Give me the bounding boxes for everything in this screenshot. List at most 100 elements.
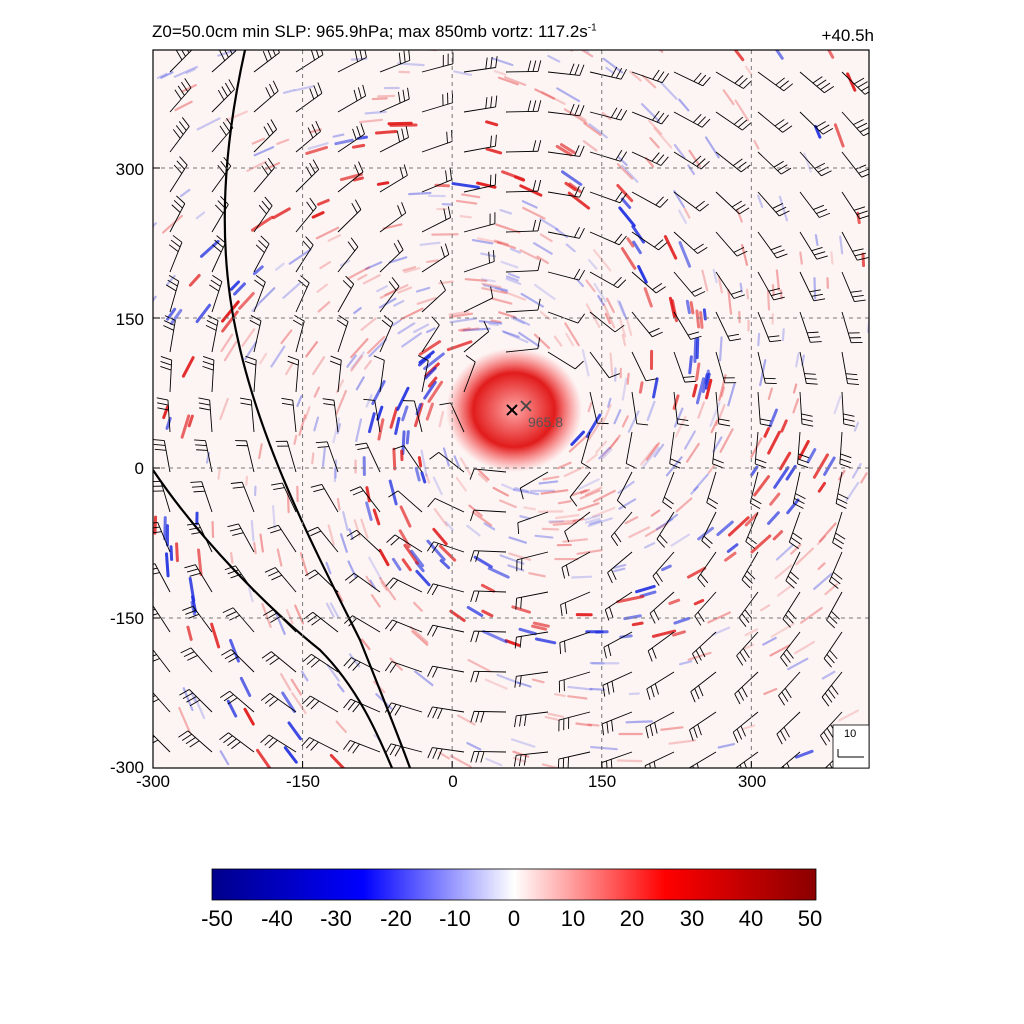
vorticity-streak (587, 417, 604, 441)
vorticity-streak (638, 381, 644, 394)
wind-barb-feather (329, 360, 341, 366)
vorticity-streak (666, 513, 679, 523)
vorticity-streak (43, 530, 45, 554)
wind-barb-staff (337, 360, 342, 393)
vorticity-streak (299, 552, 309, 577)
wind-barb-feather (384, 661, 393, 672)
wind-barb-staff (694, 591, 717, 617)
wind-barb-feather (749, 502, 761, 510)
vorticity-streak (736, 208, 743, 223)
wind-barb-feather (746, 570, 756, 580)
vorticity-streak (453, 3, 474, 8)
vorticity-streak (272, 505, 276, 530)
vorticity-streak (339, 172, 363, 182)
vorticity-streak (621, 415, 629, 428)
vorticity-streak (875, 435, 880, 446)
vorticity-streak (153, 295, 157, 303)
wind-barb-feather (354, 50, 359, 63)
vorticity-streak (518, 331, 540, 348)
wind-barb-feather (854, 299, 866, 302)
vorticity-streak (734, 99, 750, 122)
wind-barb-staff (253, 281, 266, 313)
wind-barb-staff (463, 297, 493, 313)
vorticity-streak (56, 355, 60, 362)
wind-barb-feather (850, 290, 862, 293)
vorticity-streak (291, 692, 307, 715)
vorticity-streak (965, 287, 966, 300)
vorticity-streak (565, 243, 576, 253)
vorticity-streak (587, 517, 613, 528)
wind-barb-feather (264, 567, 276, 573)
wind-barb-staff (689, 711, 717, 731)
wind-barb-feather (153, 698, 159, 703)
vorticity-streak (455, 476, 467, 492)
wind-barb-feather (677, 423, 689, 427)
wind-barb-feather (168, 274, 180, 282)
wind-barb-feather (221, 649, 232, 656)
wind-barb-feather (693, 113, 702, 123)
wind-barb-feather (445, 170, 448, 182)
wind-barb-feather (427, 706, 433, 718)
vorticity-streak (365, 394, 373, 408)
vorticity-streak (350, 351, 365, 370)
colorbar-tick-label: -20 (380, 906, 412, 931)
wind-barb-feather (221, 86, 228, 97)
wind-barb-staff (356, 529, 381, 553)
vorticity-streak (609, 352, 614, 376)
wind-barb-feather (403, 50, 406, 63)
wind-barb-feather (271, 574, 283, 581)
wind-barb-staff (211, 281, 223, 313)
vorticity-streak (300, 670, 309, 682)
vorticity-streak (432, 527, 448, 546)
x-tick-label: -300 (135, 772, 171, 791)
wind-barb-staff (673, 351, 686, 383)
wind-barb-feather (739, 207, 750, 215)
vorticity-streak (179, 188, 191, 198)
wind-barb-staff (517, 511, 549, 524)
wind-barb-feather (173, 164, 183, 174)
vorticity-streak (587, 401, 593, 413)
vorticity-streak (701, 14, 711, 25)
vorticity-streak (932, 606, 944, 618)
vorticity-streak (397, 322, 416, 335)
vorticity-streak (579, 489, 601, 500)
vorticity-streak (76, 540, 77, 564)
eyewall-vorticity (446, 348, 582, 472)
vorticity-streak (771, 0, 785, 12)
wind-barb-staff (295, 54, 324, 73)
vorticity-streak (483, 522, 496, 531)
wind-barb-feather (277, 50, 280, 53)
vorticity-streak (672, 630, 686, 637)
wind-barb-feather (782, 125, 793, 133)
vorticity-streak (488, 322, 499, 327)
vorticity-streak (519, 249, 540, 261)
wind-barb-feather (352, 490, 364, 496)
wind-barb-feather (154, 448, 167, 451)
wind-barb-staff (421, 179, 452, 193)
wind-barb-feather (778, 695, 785, 706)
wind-barb-feather (647, 650, 653, 662)
vorticity-streak (477, 237, 502, 245)
wind-barb-feather (181, 81, 189, 92)
wind-barb-feather (176, 195, 186, 204)
wind-barb-feather (821, 696, 830, 707)
wind-barb-feather (738, 617, 747, 627)
wind-barb-feather (604, 609, 610, 621)
vorticity-streak (313, 386, 321, 398)
wind-barb-feather (137, 729, 147, 735)
wind-barb-feather (188, 613, 200, 619)
wind-barb-feather (153, 658, 160, 662)
vorticity-streak (438, 410, 445, 428)
wind-barb-staff (516, 751, 549, 756)
wind-barb-feather (774, 119, 785, 127)
wind-barb-feather (489, 174, 492, 187)
wind-barb-staff (792, 471, 801, 504)
wind-barb-feather (260, 693, 271, 701)
vorticity-streak (471, 238, 494, 245)
vorticity-streak (711, 626, 731, 636)
wind-barb-feather (712, 463, 724, 469)
vorticity-streak (469, 814, 481, 819)
vorticity-streak (444, 520, 454, 531)
wind-barb-feather (393, 243, 400, 254)
wind-barb-feather (189, 527, 201, 531)
